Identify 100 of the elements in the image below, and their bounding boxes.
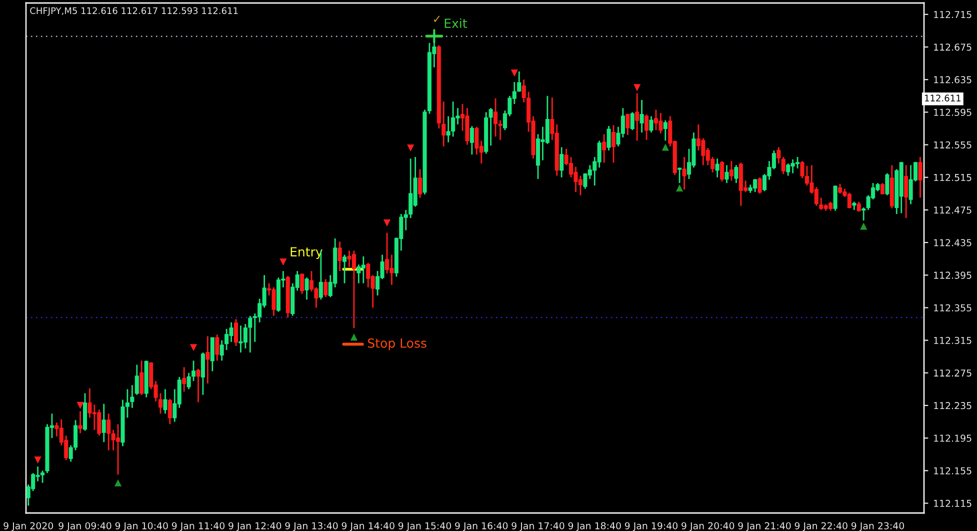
y-tick-label: 112.675 (934, 44, 972, 51)
candlestick (781, 156, 786, 175)
candlestick (630, 111, 634, 131)
point (114, 479, 122, 486)
point (634, 84, 641, 92)
candlestick (885, 172, 890, 196)
point (350, 333, 358, 341)
text: 112.611 (924, 94, 960, 102)
y-tick-label: 112.595 (934, 108, 972, 116)
y-tick-label: 112.315 (934, 336, 972, 344)
candlestick (68, 444, 73, 462)
y-tick-label: 112.395 (934, 272, 972, 279)
candlestick (663, 120, 668, 142)
point (383, 219, 391, 227)
y-tick-label: 112.635 (934, 76, 972, 84)
candlestick (234, 318, 238, 347)
candlestick (715, 158, 720, 178)
y-tick-label: 112.155 (934, 467, 972, 474)
x-tick-label: 9 Jan 09:40 (58, 522, 112, 531)
x-tick-label: 9 Jan 14:40 (342, 522, 394, 531)
x-tick-label: 9 Jan 18:40 (568, 522, 621, 531)
point (190, 344, 198, 352)
candlestick (862, 206, 866, 222)
candlestick (838, 183, 842, 194)
x-tick-label: 9 Jan 10:40 (115, 522, 168, 531)
point (860, 222, 868, 230)
candlestick (833, 184, 838, 212)
y-tick-label: 112.195 (934, 434, 972, 442)
candlestick (338, 241, 342, 272)
y-tick-label: 112.475 (934, 206, 972, 214)
candlestick (776, 146, 781, 164)
candlestick (918, 156, 922, 198)
candlestick (324, 278, 328, 298)
candlestick (206, 336, 210, 384)
candlestick (522, 78, 526, 104)
candlestick (602, 133, 606, 164)
point (76, 402, 84, 409)
candlestick (342, 254, 347, 284)
candlestick (130, 384, 134, 409)
candlestick (470, 125, 474, 156)
chart-title: CHFJPY,M5 112.616 112.617 112.593 112.611 (30, 7, 238, 16)
x-tick-label: 9 Jan 17:40 (512, 522, 564, 531)
candlestick (442, 100, 446, 148)
candlestick (196, 368, 200, 403)
x-tick-label: 9 Jan 19:40 (624, 522, 678, 531)
candlestick (220, 340, 224, 362)
x-tick-label: 9 Jan 2020 (4, 522, 54, 531)
candlestick (74, 419, 78, 451)
x-tick-label: 9 Jan 20:40 (682, 522, 734, 531)
point (510, 70, 518, 77)
candlestick (611, 124, 616, 164)
y-tick-label: 112.115 (934, 500, 972, 507)
y-tick-label: 112.275 (934, 369, 972, 377)
candlestick (140, 360, 144, 396)
candlestick (186, 372, 191, 390)
candlestick (215, 334, 220, 362)
candlestick (880, 182, 884, 196)
candlestick (649, 116, 654, 134)
annotation: Exit (444, 18, 467, 28)
point (280, 258, 287, 266)
candlestick (106, 412, 111, 451)
point (34, 456, 42, 464)
candlestick (168, 398, 172, 425)
annotation: Stop Loss (368, 338, 426, 350)
candlestick (729, 160, 734, 182)
candlestick (102, 403, 106, 443)
candlestick (640, 99, 644, 134)
y-tick-label: 112.235 (934, 402, 972, 410)
candlestick (488, 107, 493, 146)
candlestick (682, 156, 686, 190)
candlestick (78, 410, 82, 434)
point (676, 184, 684, 192)
x-tick-label: 9 Jan 22:40 (794, 522, 848, 531)
candlestick (384, 232, 390, 274)
candlestick (494, 98, 498, 138)
candlestick (644, 114, 649, 141)
annotation: ✓ (434, 16, 440, 22)
point (407, 144, 414, 152)
candlestick (758, 176, 762, 194)
x-tick-label: 9 Jan 11:40 (172, 522, 225, 531)
candlestick (418, 168, 422, 198)
candlestick (560, 146, 564, 178)
x-tick-label: 9 Jan 12:40 (228, 522, 282, 531)
candlestick (163, 388, 168, 414)
candlestick (635, 92, 640, 142)
candlestick (300, 272, 304, 295)
x-tick-label: 9 Jan 13:40 (285, 522, 338, 531)
y-tick-label: 112.515 (934, 174, 972, 182)
candlestick (678, 166, 682, 184)
x-tick-label: 9 Jan 15:40 (398, 522, 452, 531)
y-tick-label: 112.715 (934, 10, 972, 18)
candlestick (498, 120, 502, 141)
point (662, 144, 669, 151)
candlestick (720, 160, 724, 182)
candlestick (192, 360, 196, 382)
candlestick (904, 164, 908, 219)
y-tick-label: 112.555 (934, 141, 972, 148)
candlestick (182, 366, 186, 392)
y-tick-label: 112.355 (934, 304, 972, 312)
candlestick (134, 364, 139, 396)
